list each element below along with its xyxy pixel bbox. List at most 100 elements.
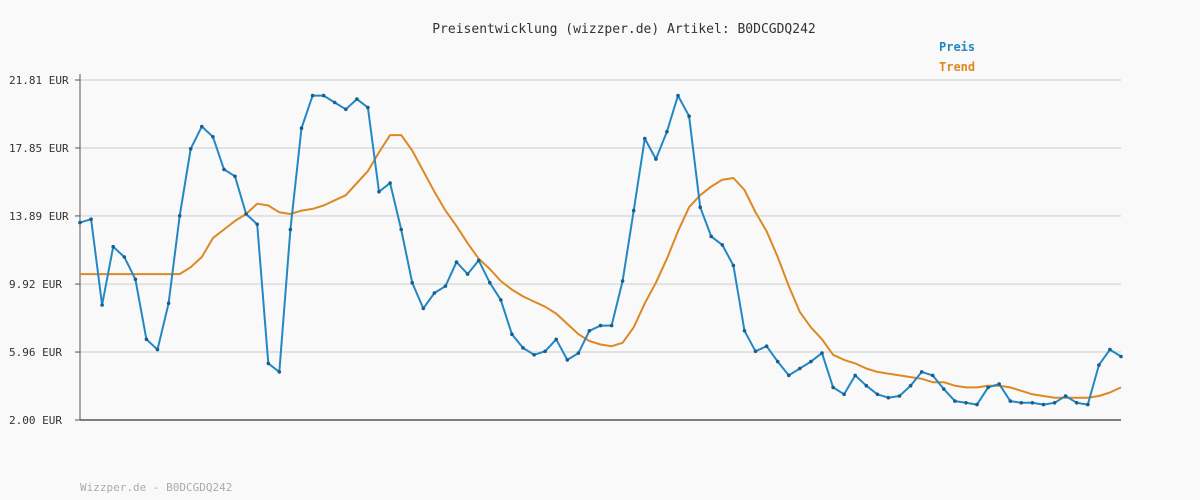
data-point-preis bbox=[964, 401, 968, 405]
footer-credit: Wizzper.de - B0DCGDQ242 bbox=[80, 481, 232, 494]
data-point-preis bbox=[410, 280, 415, 285]
data-point-preis bbox=[1063, 394, 1068, 398]
data-point-preis bbox=[587, 329, 592, 333]
data-point-preis bbox=[930, 373, 935, 378]
data-point-preis bbox=[775, 359, 780, 364]
data-point-preis bbox=[177, 214, 182, 218]
series-group bbox=[78, 93, 1123, 407]
data-point-preis bbox=[454, 260, 459, 264]
data-point-preis bbox=[798, 366, 802, 371]
data-point-preis bbox=[1108, 347, 1112, 352]
data-point-preis bbox=[1119, 354, 1123, 359]
data-point-preis bbox=[288, 227, 293, 232]
y-tick-label: 9.92 EUR bbox=[9, 278, 62, 291]
data-point-preis bbox=[908, 383, 913, 388]
data-point-preis bbox=[321, 93, 326, 98]
data-point-preis bbox=[643, 136, 647, 141]
data-point-preis bbox=[421, 306, 426, 311]
data-point-preis bbox=[465, 272, 470, 276]
y-tick-label: 17.85 EUR bbox=[9, 142, 69, 155]
series-line-trend bbox=[80, 134, 1122, 399]
data-point-preis bbox=[499, 298, 503, 302]
data-point-preis bbox=[753, 349, 758, 354]
data-point-preis bbox=[244, 212, 248, 216]
data-point-preis bbox=[78, 220, 82, 225]
data-point-preis bbox=[122, 255, 127, 259]
data-point-preis bbox=[853, 373, 857, 378]
data-point-preis bbox=[731, 263, 736, 268]
y-axis-ticks: 21.81 EUR 17.85 EUR 13.89 EUR 9.92 EUR 5.96 … bbox=[9, 74, 80, 427]
data-point-preis bbox=[787, 373, 791, 378]
data-point-preis bbox=[476, 258, 481, 263]
data-point-preis bbox=[742, 329, 747, 333]
data-point-preis bbox=[1008, 399, 1013, 403]
data-point-preis bbox=[609, 323, 614, 328]
data-point-preis bbox=[665, 129, 669, 134]
data-point-preis bbox=[698, 205, 702, 209]
data-point-preis bbox=[1097, 363, 1101, 367]
data-point-preis bbox=[631, 208, 636, 213]
data-point-preis bbox=[654, 157, 658, 161]
data-point-preis bbox=[443, 284, 448, 288]
data-point-preis bbox=[200, 124, 204, 129]
data-point-preis bbox=[986, 385, 990, 390]
data-point-preis bbox=[598, 323, 603, 328]
data-point-preis bbox=[864, 383, 869, 388]
data-point-preis bbox=[764, 344, 769, 349]
data-point-preis bbox=[1041, 402, 1046, 407]
legend-preis: Preis bbox=[939, 40, 975, 54]
data-point-preis bbox=[687, 114, 691, 118]
data-point-preis bbox=[144, 337, 149, 342]
data-point-preis bbox=[432, 291, 437, 295]
data-point-preis bbox=[521, 346, 525, 350]
data-point-preis bbox=[809, 359, 813, 364]
data-point-preis bbox=[100, 303, 104, 307]
data-point-preis bbox=[620, 279, 625, 283]
data-point-preis bbox=[842, 392, 846, 397]
data-point-preis bbox=[155, 347, 160, 352]
data-point-preis bbox=[831, 385, 835, 390]
data-point-preis bbox=[565, 358, 570, 362]
data-point-preis bbox=[997, 382, 1001, 386]
data-point-preis bbox=[355, 97, 359, 101]
data-point-preis bbox=[310, 93, 315, 98]
data-point-preis bbox=[1030, 401, 1035, 405]
data-point-preis bbox=[576, 351, 581, 355]
data-point-preis bbox=[222, 167, 226, 172]
data-point-preis bbox=[1052, 401, 1057, 405]
data-point-preis bbox=[255, 222, 259, 227]
data-point-preis bbox=[1086, 402, 1090, 407]
chart-title: Preisentwicklung (wizzper.de) Artikel: B… bbox=[432, 22, 816, 37]
data-point-preis bbox=[111, 244, 115, 249]
data-point-preis bbox=[266, 361, 271, 366]
grid-lines bbox=[80, 79, 1121, 354]
data-point-preis bbox=[897, 394, 902, 398]
data-point-preis bbox=[166, 301, 171, 306]
data-point-preis bbox=[886, 395, 891, 400]
data-point-preis bbox=[676, 93, 680, 98]
data-point-preis bbox=[299, 126, 304, 130]
y-tick-label: 5.96 EUR bbox=[9, 346, 62, 359]
y-tick-label: 13.89 EUR bbox=[9, 210, 69, 223]
data-point-preis bbox=[388, 181, 392, 185]
y-tick-label: 2.00 EUR bbox=[9, 414, 62, 427]
data-point-preis bbox=[89, 217, 93, 221]
legend-trend: Trend bbox=[939, 60, 975, 74]
data-point-preis bbox=[488, 280, 492, 285]
data-point-preis bbox=[1074, 401, 1079, 405]
data-point-preis bbox=[332, 100, 337, 105]
data-point-preis bbox=[919, 370, 924, 374]
data-point-preis bbox=[975, 402, 979, 407]
data-point-preis bbox=[942, 387, 946, 391]
y-tick-label: 21.81 EUR bbox=[9, 74, 69, 87]
data-point-preis bbox=[820, 351, 824, 355]
data-point-preis bbox=[1019, 401, 1024, 405]
data-point-preis bbox=[543, 349, 547, 354]
data-point-preis bbox=[399, 227, 404, 232]
data-point-preis bbox=[366, 105, 370, 110]
data-point-preis bbox=[875, 392, 880, 397]
data-point-preis bbox=[211, 135, 215, 139]
data-point-preis bbox=[510, 332, 514, 337]
